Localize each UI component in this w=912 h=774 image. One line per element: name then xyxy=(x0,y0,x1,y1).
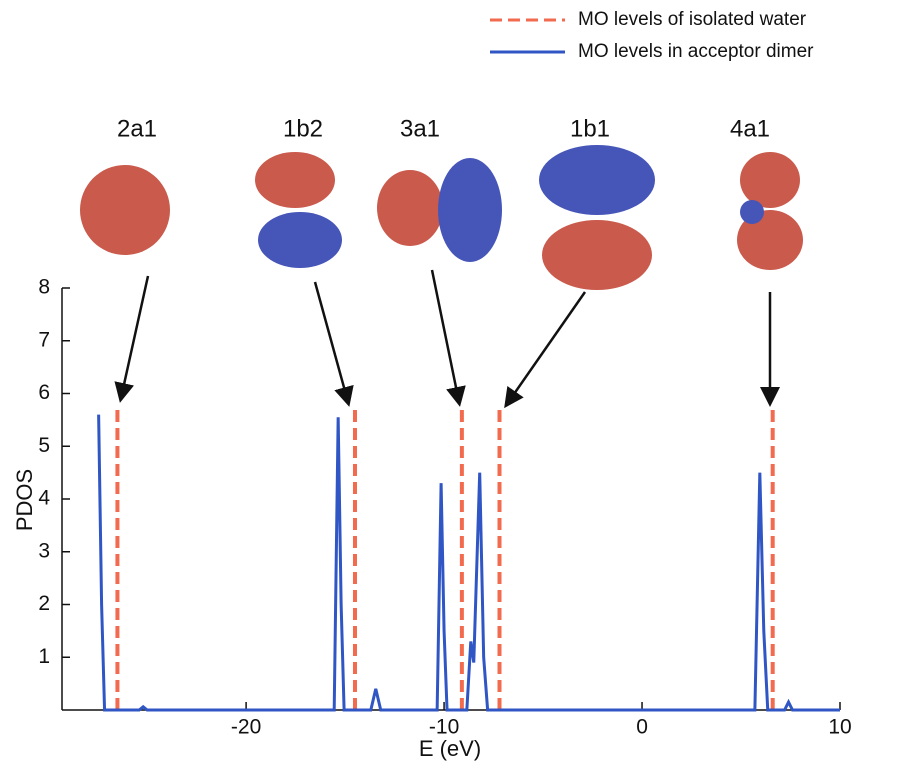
orbital-label: 4a1 xyxy=(730,115,770,142)
y-tick-label: 1 xyxy=(38,645,50,668)
y-tick-label: 7 xyxy=(38,328,50,351)
series-line xyxy=(115,404,775,710)
orbital-label: 3a1 xyxy=(400,115,440,142)
x-tick-label: 0 xyxy=(636,716,648,739)
x-tick-label: -10 xyxy=(429,716,459,739)
orbital-images xyxy=(80,145,803,290)
x-tick-label: -20 xyxy=(231,716,261,739)
legend-label: MO levels in acceptor dimer xyxy=(578,41,814,62)
x-tick-label: 10 xyxy=(828,716,851,739)
legend-label: MO levels of isolated water xyxy=(578,9,807,30)
y-tick-label: 5 xyxy=(38,434,50,457)
y-tick-label: 2 xyxy=(38,592,50,615)
y-tick-label: 3 xyxy=(38,539,50,562)
series-line xyxy=(97,414,840,712)
x-axis-label: E (eV) xyxy=(419,736,481,761)
y-tick-label: 4 xyxy=(38,487,50,510)
y-tick-label: 8 xyxy=(38,276,50,299)
y-tick-label: 6 xyxy=(38,381,50,404)
orbital-label: 1b2 xyxy=(283,115,323,142)
orbital-label: 2a1 xyxy=(117,115,157,142)
arrows xyxy=(114,269,780,409)
orbital-label: 1b1 xyxy=(570,115,610,142)
y-axis-label: PDOS xyxy=(12,469,37,531)
